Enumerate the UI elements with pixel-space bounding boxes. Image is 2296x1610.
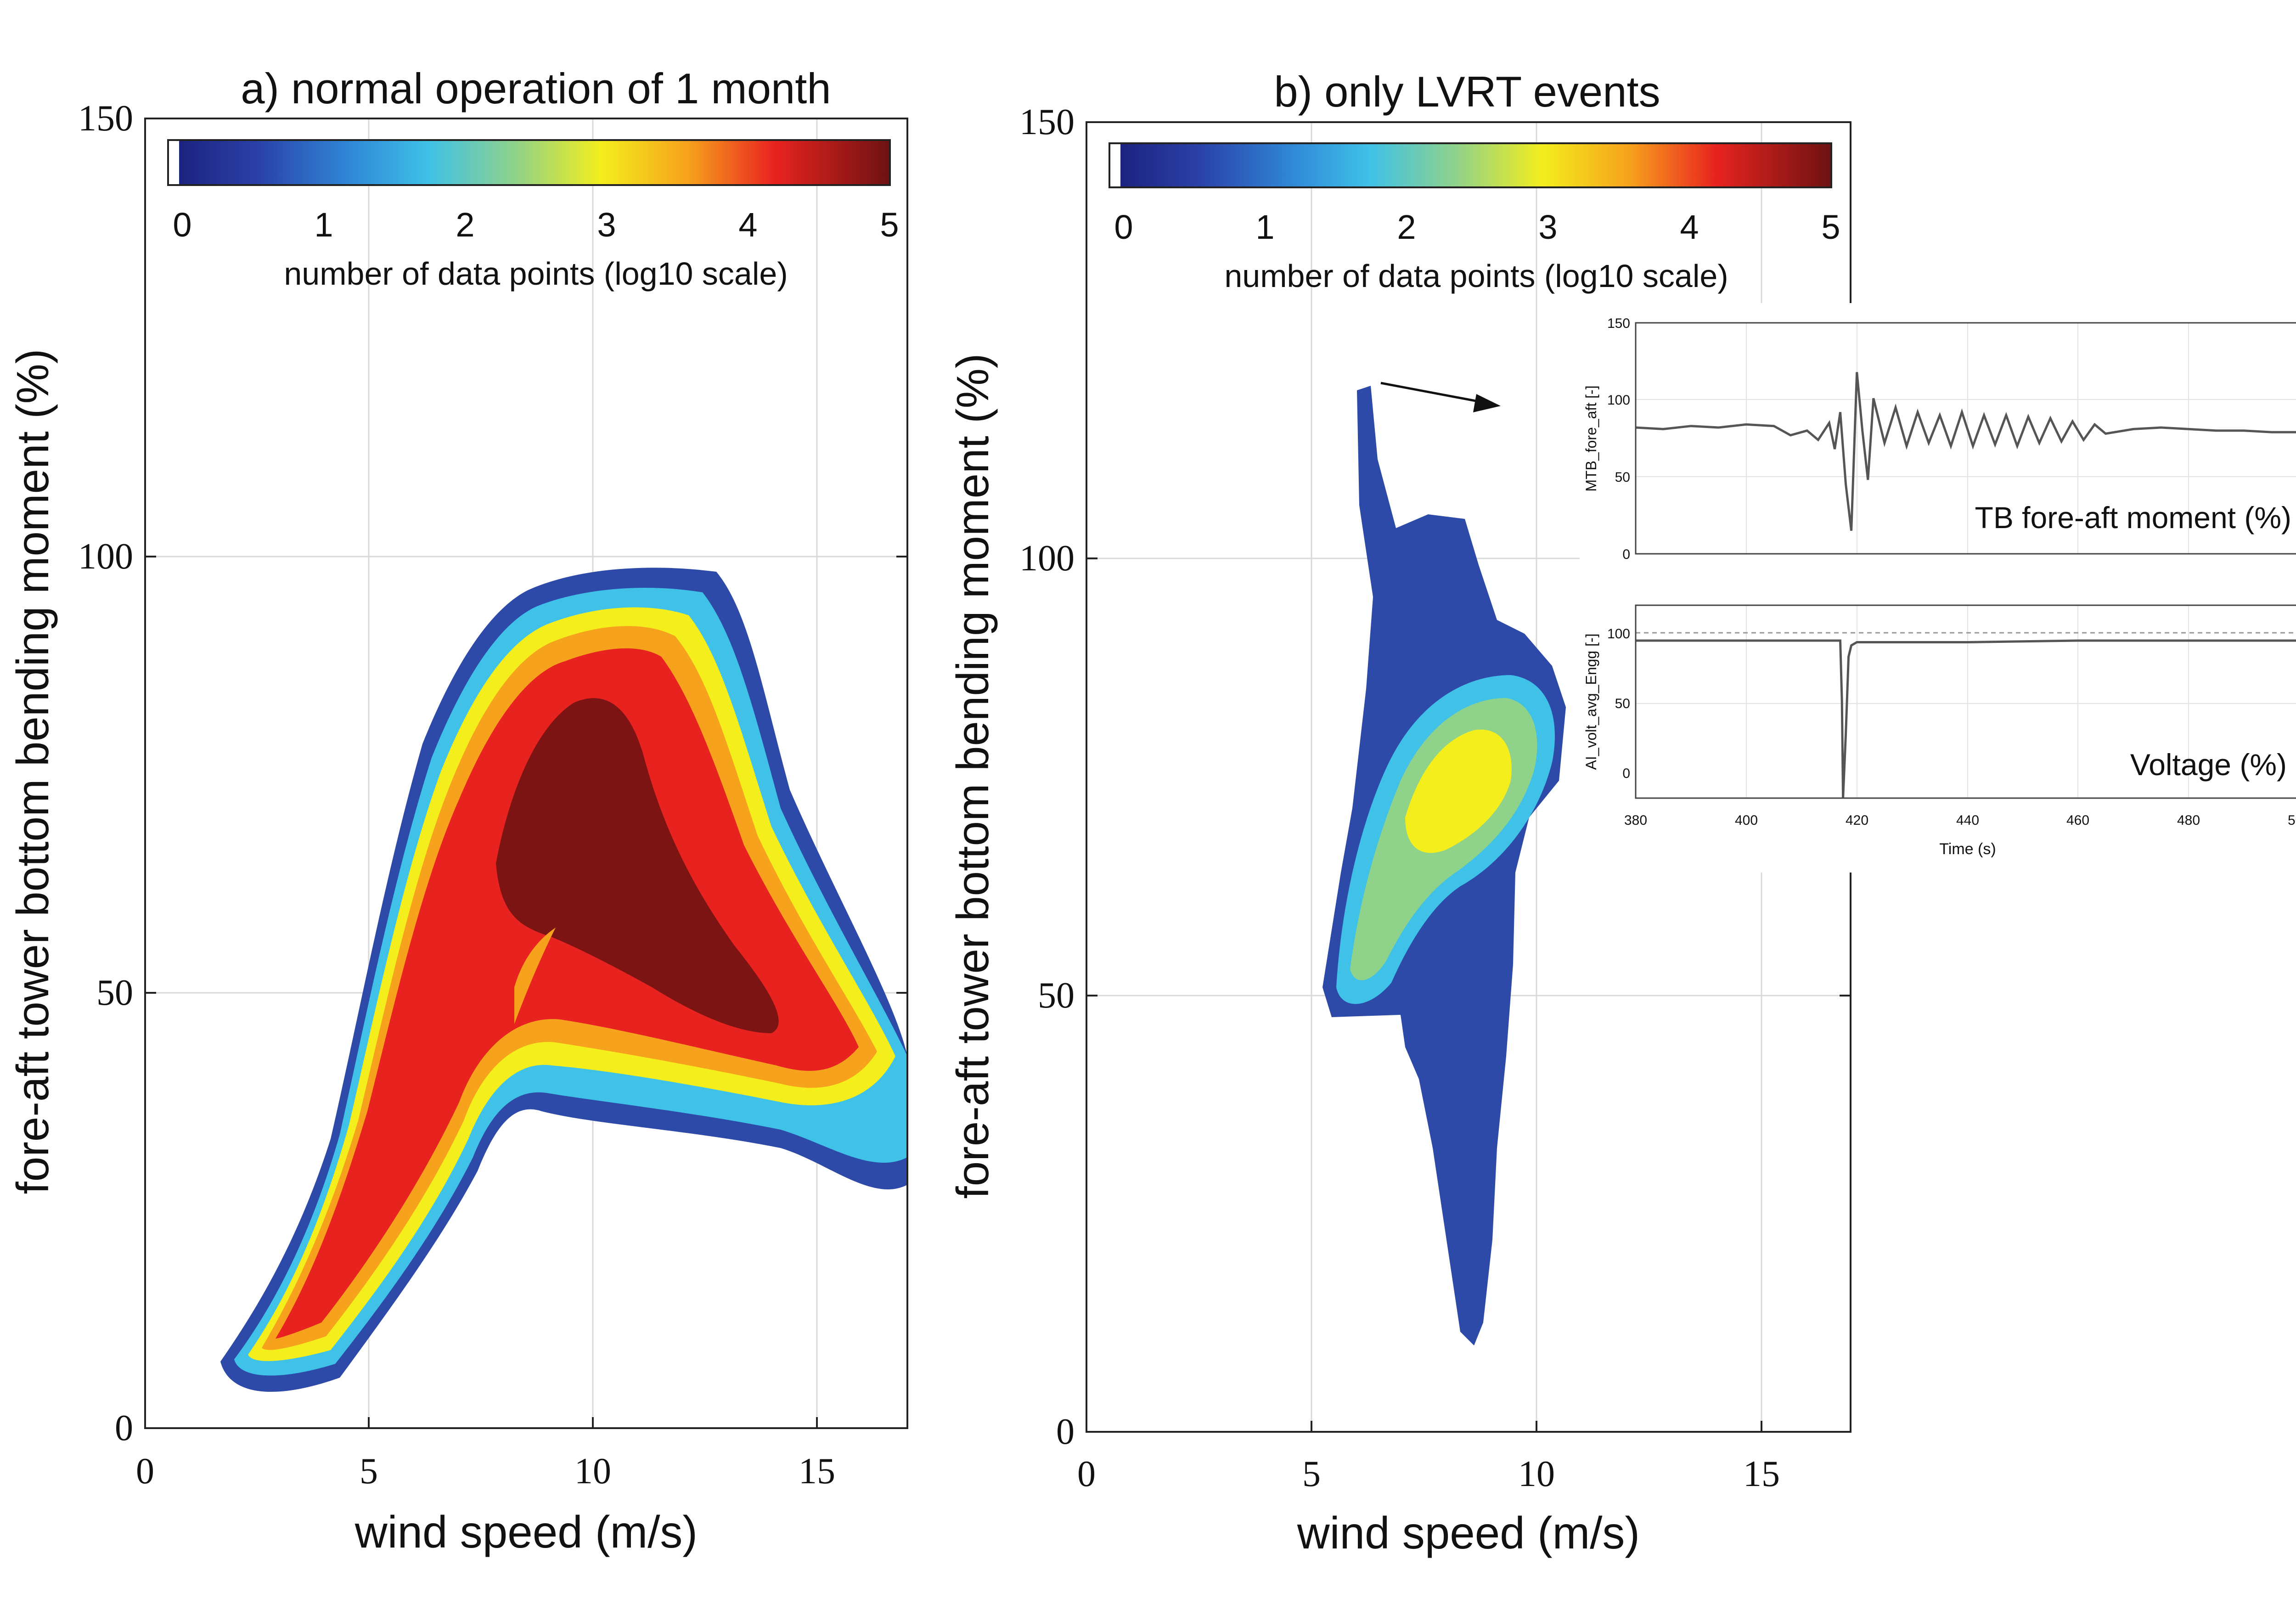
- panel-a-xtick: 10: [574, 1451, 611, 1492]
- panel-a-colorbar-tick: 0: [173, 206, 191, 244]
- panel-a-ticks: [145, 118, 907, 1428]
- inset-top-ylabel: MTB_fore_aft [-]: [1583, 385, 1599, 491]
- panel-a-orange-notch: [514, 928, 556, 1024]
- panel-b-colorbar-tick: 0: [1114, 208, 1133, 246]
- panel-b-xtick: 0: [1077, 1454, 1096, 1494]
- inset-bottom-xlabel: Time (s): [1939, 840, 1996, 858]
- panel-a-colorbar: 0 1 2 3 4 5 number of data points (log10…: [167, 139, 899, 292]
- inset-top-series-line: [1636, 372, 2296, 531]
- panel-b-colorbar-label: number of data points (log10 scale): [1224, 258, 1728, 294]
- panel-a-xtick: 0: [136, 1451, 154, 1492]
- inset-background: [1580, 303, 2296, 873]
- inset-bottom: 100 50 0 380 400 420 440 460 480 500 Tim…: [1583, 604, 2296, 858]
- panel-b-colorbar-frame: [1109, 142, 1832, 188]
- inset-top-ytick: 100: [1607, 393, 1630, 408]
- panel-a-frame: [144, 118, 908, 1429]
- inset-bottom-xtick: 440: [1956, 813, 1979, 828]
- panel-b-ytick: 0: [1056, 1412, 1075, 1452]
- inset-bottom-xtick: 420: [1846, 813, 1868, 828]
- panel-b: 0 1 2 3 4 5 number of data points (log10…: [947, 68, 1851, 1558]
- panel-b-colorbar-tick: 5: [1821, 208, 1840, 246]
- panel-b-xtick: 15: [1743, 1454, 1780, 1494]
- panel-b-arrow-head: [1473, 394, 1501, 412]
- panel-a-ytick: 50: [96, 973, 133, 1013]
- panel-a-colorbar-tick: 3: [597, 206, 616, 244]
- inset-bottom-xtick: 500: [2288, 813, 2296, 828]
- panel-a-xtick: 15: [799, 1451, 835, 1492]
- panel-a-ytick: 150: [78, 98, 133, 139]
- inset-bottom-xtick: 400: [1735, 813, 1758, 828]
- panel-a-ytick: 100: [78, 536, 133, 577]
- panel-b-xtick: 5: [1302, 1454, 1321, 1494]
- panel-b-colorbar-tick: 2: [1397, 208, 1416, 246]
- panel-b-yellow-core: [1405, 729, 1512, 853]
- inset-bottom-grid: [1636, 605, 2296, 798]
- inset-bottom-frame: [1635, 604, 2296, 799]
- inset-bottom-ytick: 0: [1622, 766, 1630, 781]
- inset-top: 150 100 50 0 MTB_fore_aft [-] TB fore-af…: [1583, 316, 2296, 562]
- panel-b-colorbar-tick: 3: [1538, 208, 1557, 246]
- panel-a-xtick: 5: [360, 1451, 378, 1492]
- inset-top-annotation: TB fore-aft moment (%): [1975, 501, 2292, 535]
- inset-bottom-ytick: 50: [1615, 696, 1630, 711]
- panel-a-colorbar-gradient: [168, 140, 890, 185]
- inset-top-ytick: 150: [1607, 316, 1630, 331]
- inset: 150 100 50 0 MTB_fore_aft [-] TB fore-af…: [1580, 303, 2296, 873]
- inset-bottom-xtick: 480: [2177, 813, 2200, 828]
- inset-bottom-xtick: 460: [2066, 813, 2089, 828]
- panel-a-colorbar-tick: 4: [738, 206, 757, 244]
- inset-bottom-ylabel: AI_volt_avg_Engg [-]: [1583, 633, 1599, 770]
- inset-top-ytick: 50: [1615, 470, 1630, 485]
- panel-b-heatmap: [1322, 386, 1566, 1345]
- panel-b-ylabel: fore-aft tower bottom bending moment (%): [947, 353, 998, 1199]
- panel-a-colorbar-label: number of data points (log10 scale): [284, 256, 788, 292]
- panel-b-ytick: 100: [1019, 538, 1075, 579]
- panel-b-arrow-line: [1380, 382, 1488, 405]
- panel-b-xlabel: wind speed (m/s): [1297, 1508, 1640, 1558]
- panel-a-colorbar-frame: [167, 139, 891, 186]
- panel-a-colorbar-tick: 5: [880, 206, 899, 244]
- panel-a-heatmap: [220, 568, 907, 1392]
- panel-a-xlabel: wind speed (m/s): [355, 1507, 698, 1557]
- panel-b-ytick: 150: [1019, 102, 1075, 142]
- panel-a-colorbar-tick: 2: [456, 206, 474, 244]
- inset-top-grid: [1636, 323, 2296, 554]
- panel-a-colorbar-tick: 1: [314, 206, 333, 244]
- panel-a-band-darkred: [496, 698, 779, 1033]
- panel-b-colorbar-tick: 1: [1255, 208, 1274, 246]
- panel-a-colorbar-zero-swatch: [168, 140, 179, 185]
- panel-b-colorbar-gradient: [1109, 143, 1831, 187]
- inset-bottom-series-line: [1636, 639, 2296, 798]
- panel-b-xtick: 10: [1518, 1454, 1555, 1494]
- panel-b-colorbar: 0 1 2 3 4 5 number of data points (log10…: [1109, 142, 1840, 294]
- panel-a-ylabel: fore-aft tower bottom bending moment (%): [7, 349, 58, 1194]
- panel-b-ytick: 50: [1038, 975, 1075, 1016]
- inset-bottom-xtick: 380: [1624, 813, 1647, 828]
- panel-b-colorbar-tick: 4: [1680, 208, 1699, 246]
- inset-bottom-annotation: Voltage (%): [2130, 748, 2287, 782]
- panel-a-ytick: 0: [115, 1408, 133, 1448]
- inset-top-ytick: 0: [1622, 547, 1630, 562]
- inset-top-frame: [1635, 322, 2296, 555]
- panel-b-title: b) only LVRT events: [1274, 68, 1660, 116]
- panel-b-ticks: [1086, 557, 1851, 1432]
- panel-a: 0 1 2 3 4 5 number of data points (log10…: [7, 64, 908, 1557]
- panel-a-title: a) normal operation of 1 month: [241, 64, 831, 113]
- panel-b-colorbar-zero-swatch: [1109, 143, 1120, 187]
- panel-a-band-red: [276, 648, 859, 1339]
- inset-bottom-ytick: 100: [1607, 626, 1630, 642]
